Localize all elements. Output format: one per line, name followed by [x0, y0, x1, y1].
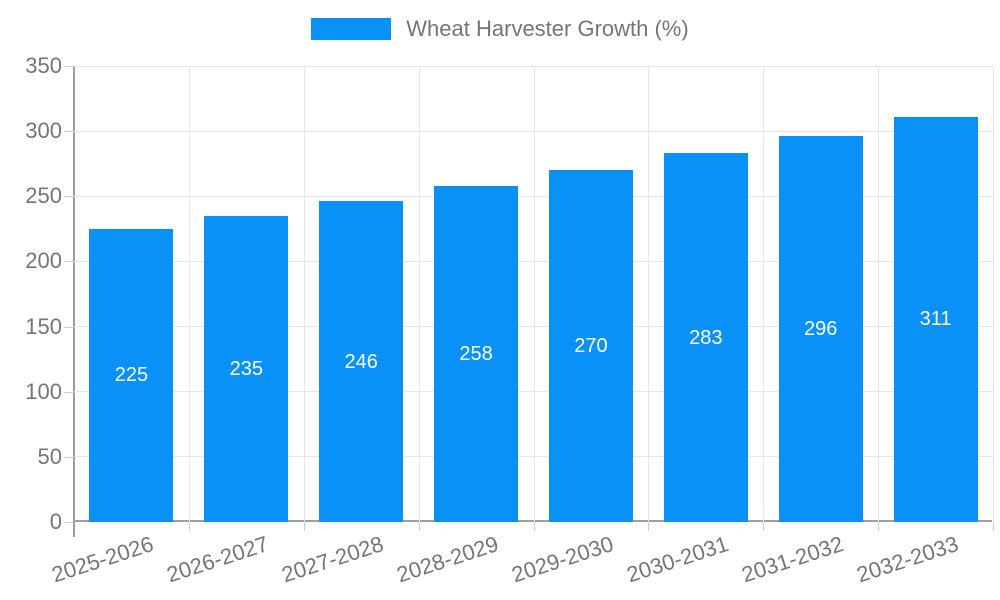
v-gridline — [878, 66, 880, 522]
y-tick-label: 350 — [25, 53, 62, 78]
x-tick-mark — [303, 522, 305, 531]
y-tick-label: 250 — [25, 183, 62, 209]
v-gridline — [188, 66, 190, 522]
x-tick-mark — [878, 522, 880, 531]
bar-value-label: 225 — [114, 364, 149, 387]
v-gridline — [763, 66, 765, 522]
x-tick-mark — [648, 522, 650, 531]
legend: Wheat Harvester Growth (%) — [0, 16, 1000, 42]
bar — [893, 116, 978, 522]
bar — [434, 185, 519, 522]
x-tick-mark — [533, 522, 535, 531]
x-tick-mark — [993, 522, 994, 531]
v-gridline — [303, 66, 305, 522]
v-gridline — [533, 66, 535, 522]
y-tick-mark — [64, 261, 74, 263]
v-gridline — [418, 66, 420, 522]
legend-swatch — [311, 18, 392, 40]
bar — [204, 215, 289, 522]
x-tick-mark — [763, 522, 765, 531]
y-tick-label: 150 — [25, 313, 62, 339]
bar — [548, 170, 633, 522]
y-tick-label: 0 — [49, 509, 62, 534]
y-tick-mark — [64, 522, 74, 523]
bar-value-label: 283 — [689, 326, 723, 349]
legend-label: Wheat Harvester Growth (%) — [406, 16, 689, 41]
bar — [319, 201, 404, 522]
y-tick-label: 50 — [37, 443, 62, 469]
y-tick-label: 300 — [25, 118, 62, 144]
y-tick-mark — [64, 326, 74, 328]
v-gridline — [993, 66, 994, 522]
bar-value-label: 311 — [919, 308, 952, 331]
bar-value-label: 270 — [574, 335, 608, 358]
bar — [778, 136, 863, 522]
bar-value-label: 246 — [344, 350, 378, 373]
y-tick-mark — [64, 456, 74, 458]
bar-value-label: 296 — [804, 318, 838, 341]
y-tick-mark — [64, 66, 74, 67]
bar — [89, 228, 174, 522]
y-tick-mark — [64, 391, 74, 393]
x-tick-mark — [73, 522, 75, 537]
bar — [663, 153, 748, 522]
x-tick-mark — [188, 522, 190, 531]
y-tick-mark — [64, 196, 74, 198]
x-tick-mark — [418, 522, 420, 531]
y-tick-label: 200 — [25, 248, 62, 274]
bar-value-label: 258 — [459, 342, 493, 365]
plot-area — [73, 66, 992, 522]
y-tick-label: 100 — [25, 378, 62, 404]
v-gridline — [648, 66, 650, 522]
y-tick-mark — [64, 131, 74, 133]
bar-value-label: 235 — [229, 357, 263, 380]
